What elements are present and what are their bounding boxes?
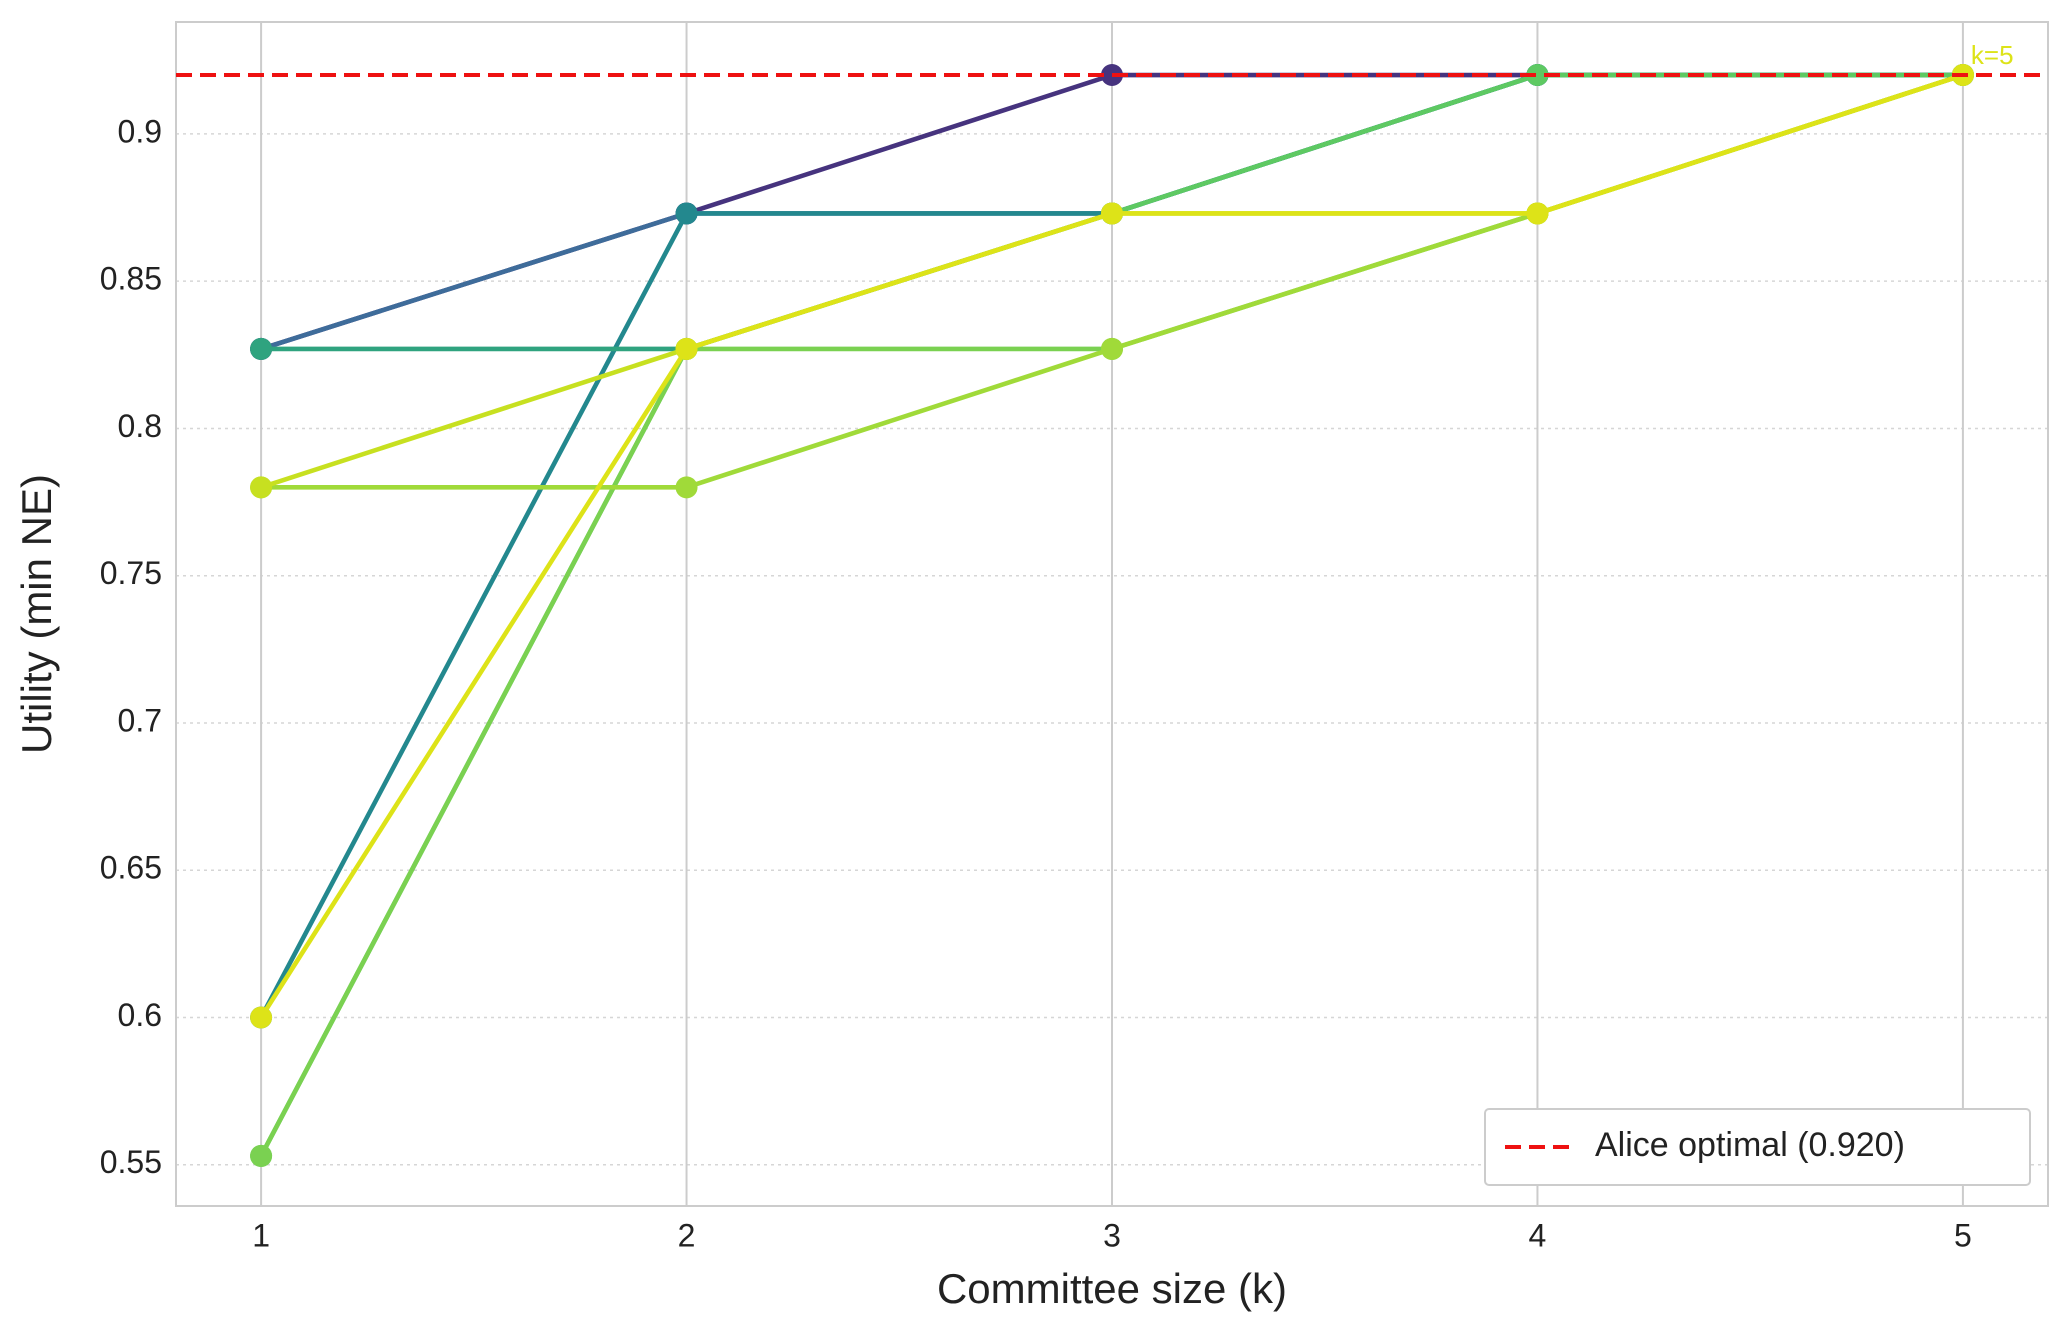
y-axis-label: Utility (min NE) [13, 474, 60, 754]
series-marker [675, 476, 698, 499]
y-tick-label: 0.6 [118, 997, 162, 1033]
x-tick-label: 2 [678, 1217, 696, 1253]
x-tick-label: 5 [1954, 1217, 1972, 1253]
series-marker [1101, 202, 1123, 225]
series-marker [1526, 202, 1549, 225]
x-tick-label: 4 [1529, 1217, 1547, 1253]
legend-box [1484, 1108, 2031, 1186]
series-marker [675, 202, 698, 225]
x-axis-label: Committee size (k) [937, 1265, 1287, 1312]
y-tick-label: 0.55 [100, 1144, 162, 1180]
series-marker [1526, 64, 1549, 87]
y-tick-label: 0.85 [100, 261, 162, 297]
annotation: k=5 [1971, 40, 2014, 70]
y-tick-label: 0.75 [100, 555, 162, 591]
series-marker [250, 1006, 273, 1029]
y-tick-label: 0.7 [118, 702, 162, 738]
legend-label: Alice optimal (0.920) [1595, 1126, 1905, 1164]
x-tick-label: 3 [1103, 1217, 1121, 1253]
series-marker [250, 337, 273, 360]
series-marker [675, 337, 698, 360]
y-tick-label: 0.65 [100, 850, 162, 886]
series-marker [250, 476, 273, 499]
y-tick-label: 0.9 [118, 113, 162, 149]
plot-frame [175, 21, 2049, 1207]
series-marker [1101, 337, 1123, 360]
series-marker [250, 1144, 273, 1167]
y-tick-label: 0.8 [118, 408, 162, 444]
x-tick-label: 1 [252, 1217, 270, 1253]
